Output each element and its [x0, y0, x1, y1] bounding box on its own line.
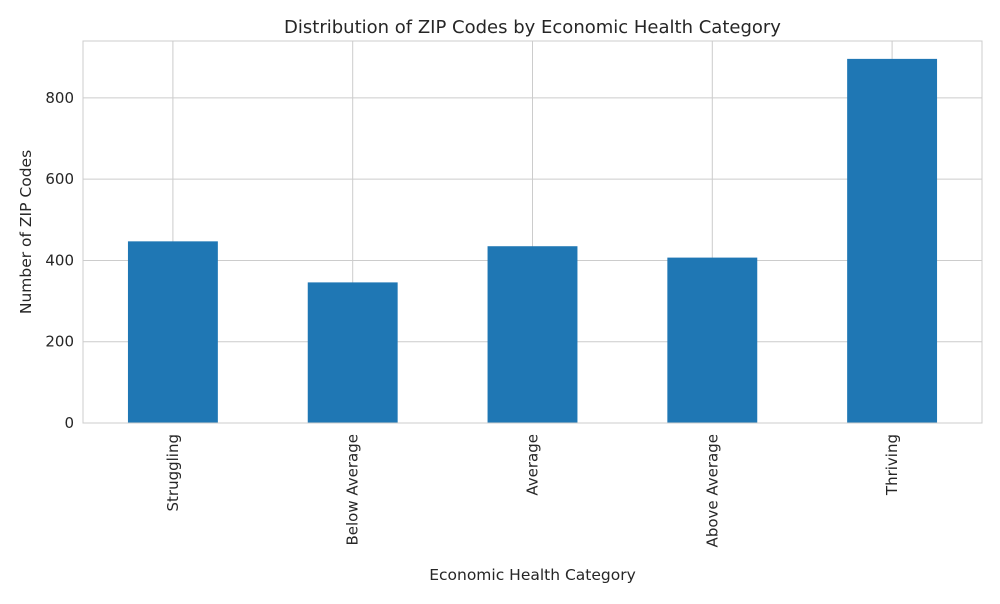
- y-tick-label: 800: [45, 89, 74, 107]
- y-tick-label: 400: [45, 251, 74, 269]
- plot-frame: [82, 40, 983, 424]
- x-tick-label: Thriving: [883, 434, 901, 496]
- x-tick-label: Struggling: [164, 434, 182, 511]
- x-tick-label: Average: [524, 434, 542, 496]
- chart-title: Distribution of ZIP Codes by Economic He…: [284, 17, 781, 38]
- y-tick-label: 200: [45, 333, 74, 351]
- bar-average: [487, 246, 578, 423]
- bar-struggling: [127, 241, 218, 423]
- x-axis-label: Economic Health Category: [429, 566, 636, 584]
- bar-thriving: [847, 58, 938, 423]
- y-tick-label: 600: [45, 170, 74, 188]
- bar-layer: [127, 58, 938, 423]
- x-axis-ticks: Struggling Below Average Average Above Aver…: [164, 434, 901, 547]
- x-tick-label: Above Average: [703, 434, 721, 547]
- y-axis-ticks: 0 200 400 600 800: [45, 89, 74, 432]
- bar-above-average: [667, 257, 758, 423]
- x-tick-label: Below Average: [344, 434, 362, 546]
- y-tick-label: 0: [64, 414, 74, 432]
- y-axis-label: Number of ZIP Codes: [17, 150, 35, 314]
- bar-below-average: [307, 282, 398, 423]
